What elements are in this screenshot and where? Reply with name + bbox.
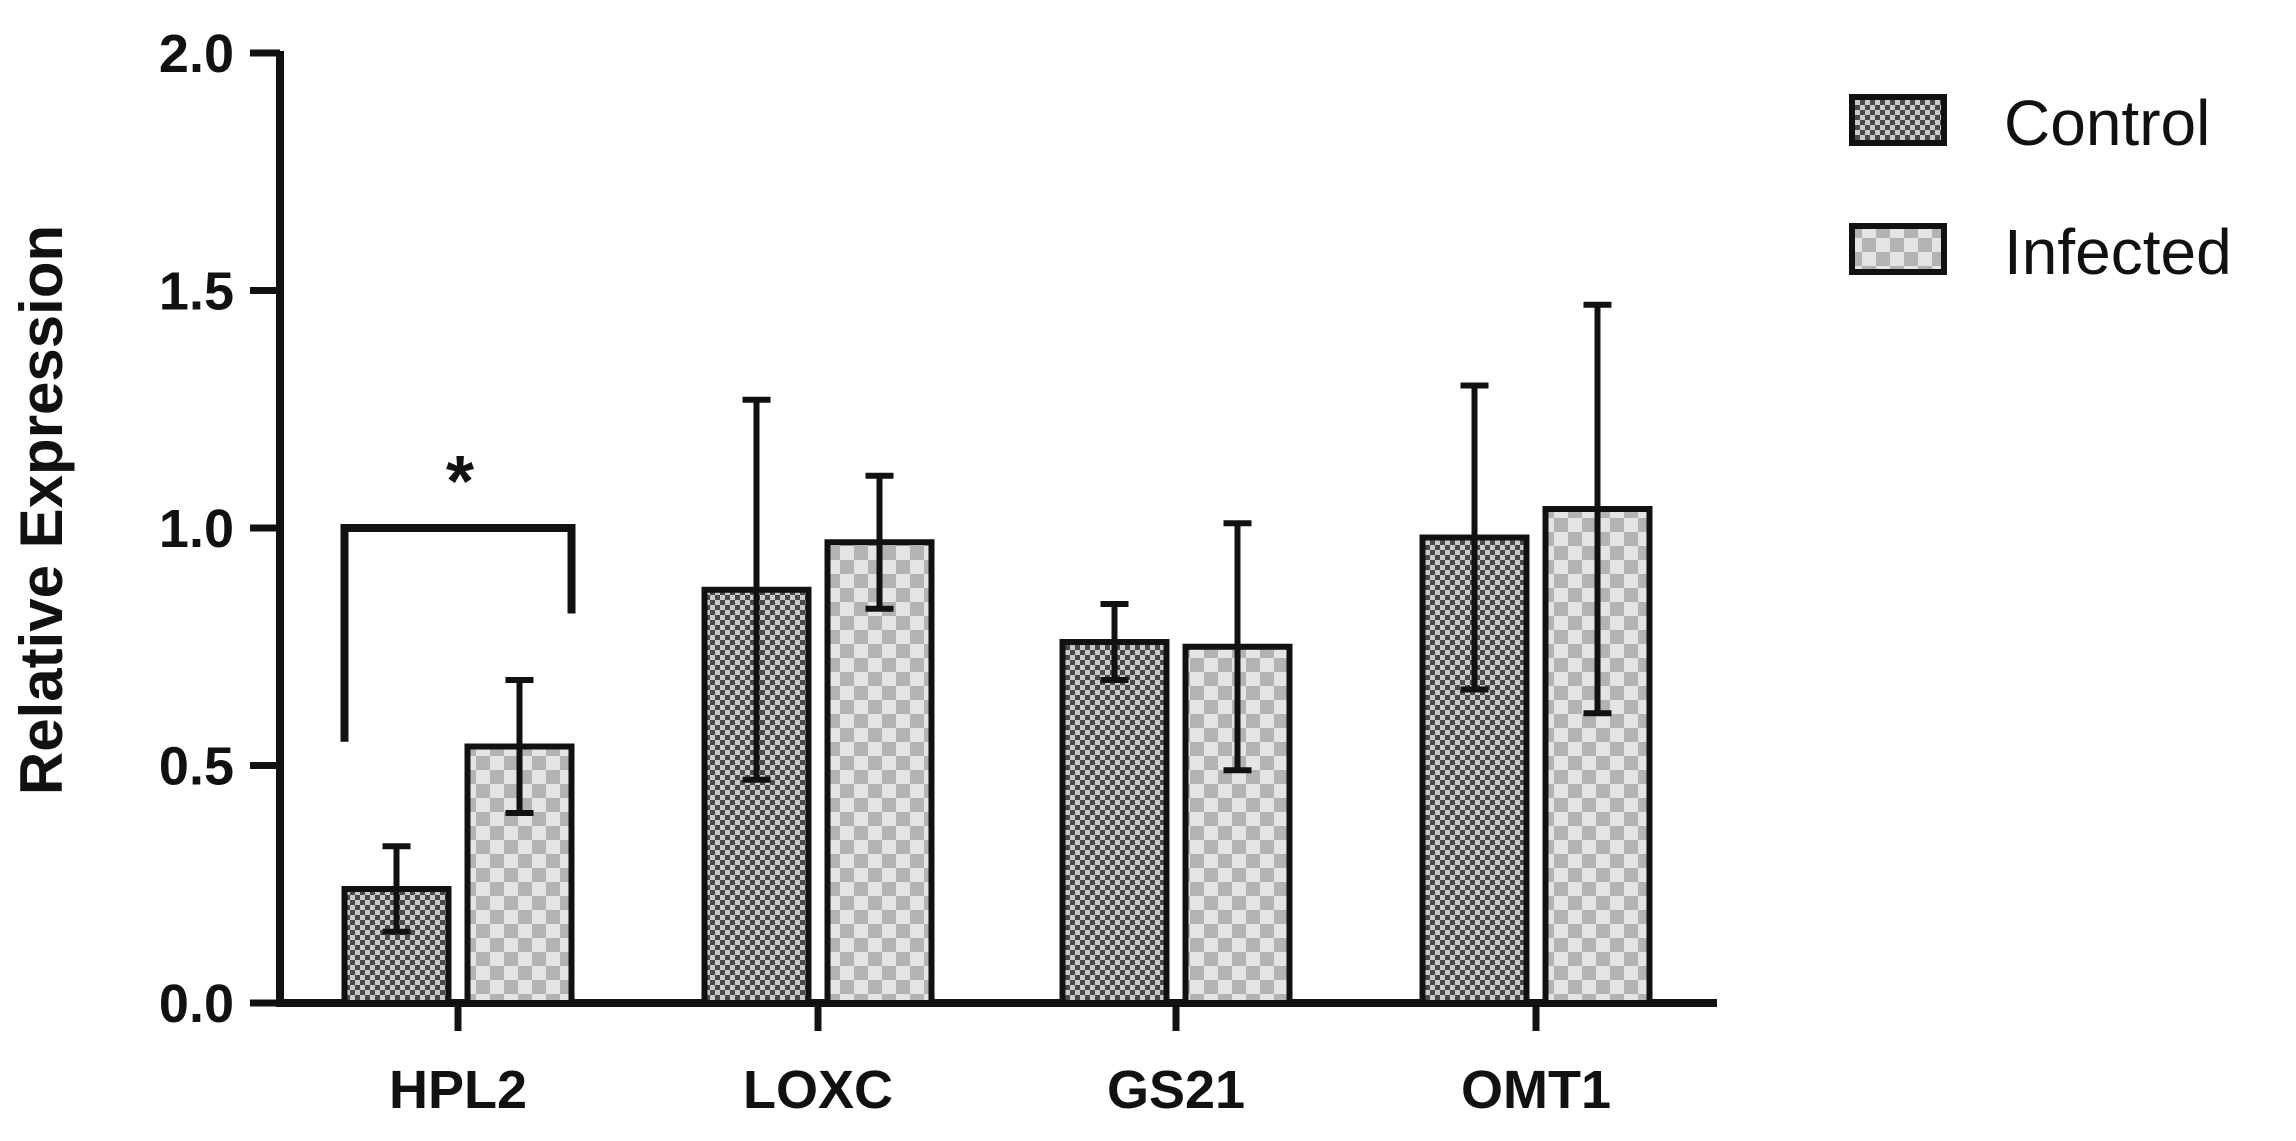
x-axis: HPL2 LOXC GS21 OMT1 xyxy=(276,999,1717,1120)
significance-star: * xyxy=(446,442,474,522)
x-tick-label: GS21 xyxy=(1107,1060,1245,1120)
y-tick-label: 0.0 xyxy=(159,974,234,1034)
y-tick-label: 1.0 xyxy=(159,499,234,559)
error-bar-infected-gs21 xyxy=(1223,520,1252,774)
x-tick-label: OMT1 xyxy=(1461,1060,1611,1120)
error-bar-control-loxc xyxy=(742,396,771,783)
error-bar-infected-loxc xyxy=(865,472,894,612)
y-tick-label: 2.0 xyxy=(159,24,234,84)
bar-control-gs21 xyxy=(1059,639,1170,1006)
legend: Control Infected xyxy=(1849,87,2232,288)
error-bar-control-hpl2 xyxy=(382,843,411,935)
legend-label: Control xyxy=(2004,87,2210,159)
error-bar-control-omt1 xyxy=(1460,382,1489,693)
legend-swatch xyxy=(1849,223,1947,275)
legend-item-infected: Infected xyxy=(1849,216,2232,288)
y-tick-label: 1.5 xyxy=(159,262,234,322)
error-bar-control-gs21 xyxy=(1100,601,1129,683)
significance-bracket xyxy=(340,524,576,742)
bar-infected-loxc xyxy=(824,539,935,1006)
x-tick-label: HPL2 xyxy=(389,1060,527,1120)
y-axis: 0.0 0.5 1.0 1.5 2.0 xyxy=(159,24,284,1034)
error-bars xyxy=(382,301,1612,935)
legend-label: Infected xyxy=(2004,216,2232,288)
legend-swatch xyxy=(1849,94,1947,146)
bars xyxy=(341,506,1653,1006)
y-axis-title: Relative Expression xyxy=(8,225,75,795)
legend-item-control: Control xyxy=(1849,87,2210,159)
error-bar-infected-hpl2 xyxy=(505,677,534,816)
annotations: * xyxy=(340,442,576,742)
x-tick-label: LOXC xyxy=(743,1060,893,1120)
error-bar-infected-omt1 xyxy=(1583,301,1612,717)
y-tick-label: 0.5 xyxy=(159,737,234,797)
